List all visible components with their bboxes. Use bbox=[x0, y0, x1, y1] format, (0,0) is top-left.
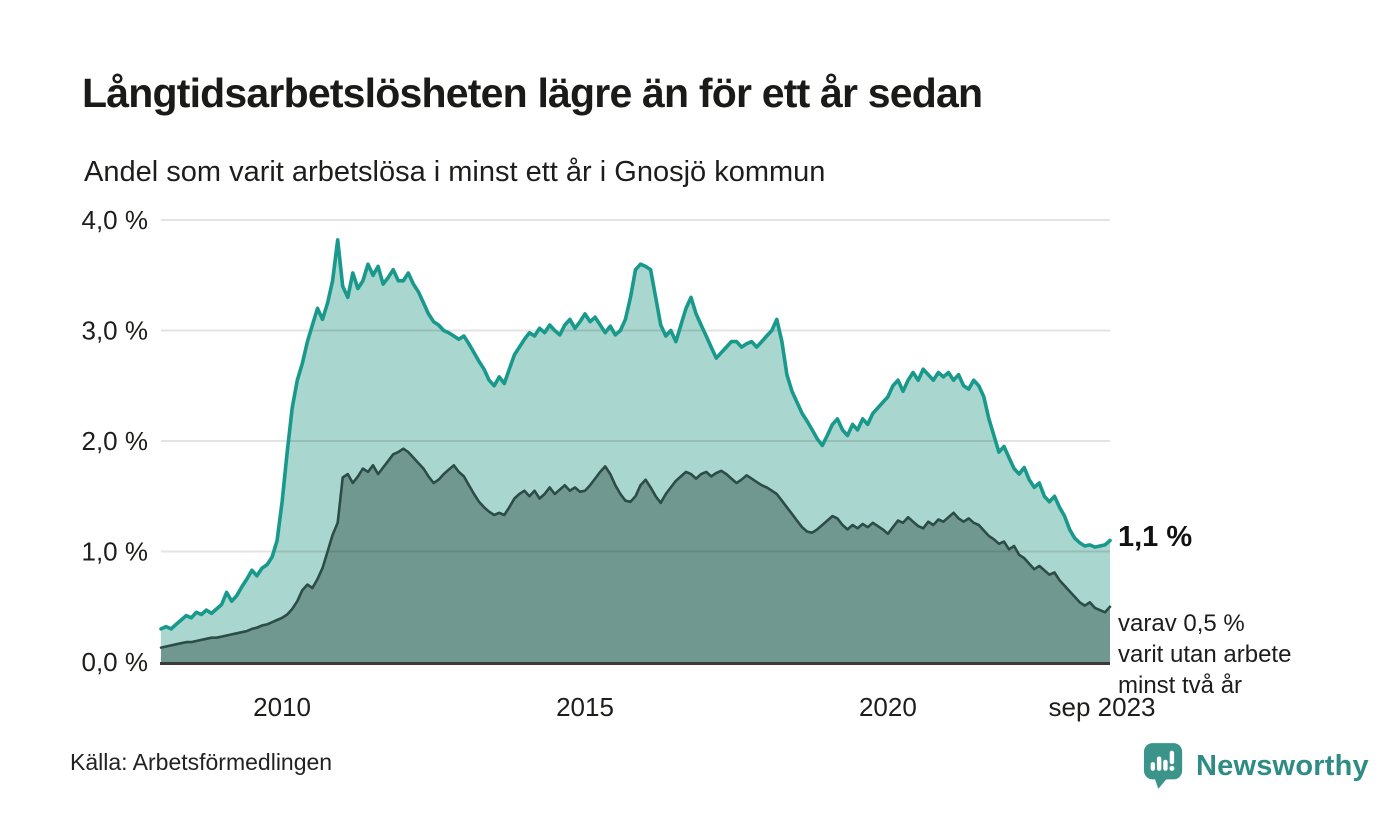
line-unemployed-two-years bbox=[159, 447, 1112, 649]
y-tick-label: 2,0 % bbox=[82, 426, 149, 456]
x-tick-label: 2020 bbox=[859, 692, 917, 722]
newsworthy-brand: Newsworthy bbox=[1143, 742, 1369, 790]
end-value-label: 1,1 % bbox=[1118, 521, 1193, 553]
y-tick-label: 3,0 % bbox=[82, 316, 149, 346]
x-tick-label: 2010 bbox=[253, 692, 311, 722]
line-unemployed-one-year bbox=[159, 238, 1112, 631]
note-line-3: minst två år bbox=[1118, 672, 1243, 699]
y-tick-label: 1,0 % bbox=[82, 537, 149, 567]
x-tick-label: sep 2023 bbox=[1049, 692, 1156, 722]
logo-bar-3 bbox=[1163, 759, 1168, 771]
note-line-2: varit utan arbete bbox=[1118, 641, 1292, 668]
source-attribution: Källa: Arbetsförmedlingen bbox=[70, 749, 333, 775]
logo-bubble bbox=[1143, 743, 1183, 780]
page-title: Långtidsarbetslösheten lägre än för ett … bbox=[82, 70, 983, 116]
brand-name: Newsworthy bbox=[1196, 749, 1369, 782]
note-line-1: varav 0,5 % bbox=[1118, 610, 1245, 637]
end-value-note: varav 0,5 % varit utan arbete minst två … bbox=[1118, 608, 1291, 701]
newsworthy-logo-icon bbox=[1143, 743, 1183, 789]
y-tick-label: 0,0 % bbox=[82, 647, 149, 677]
logo-exclamation-dot bbox=[1169, 765, 1175, 771]
area-unemployed-two-years bbox=[161, 448, 1110, 662]
y-tick-label: 4,0 % bbox=[82, 205, 149, 235]
logo-bar-2 bbox=[1156, 756, 1162, 771]
chart-subtitle: Andel som varit arbetslösa i minst ett å… bbox=[84, 156, 826, 188]
logo-exclamation-stem bbox=[1169, 750, 1175, 765]
x-tick-label: 2015 bbox=[556, 692, 614, 722]
logo-bubble-tail bbox=[1154, 777, 1168, 789]
logo-bar-1 bbox=[1150, 762, 1156, 771]
